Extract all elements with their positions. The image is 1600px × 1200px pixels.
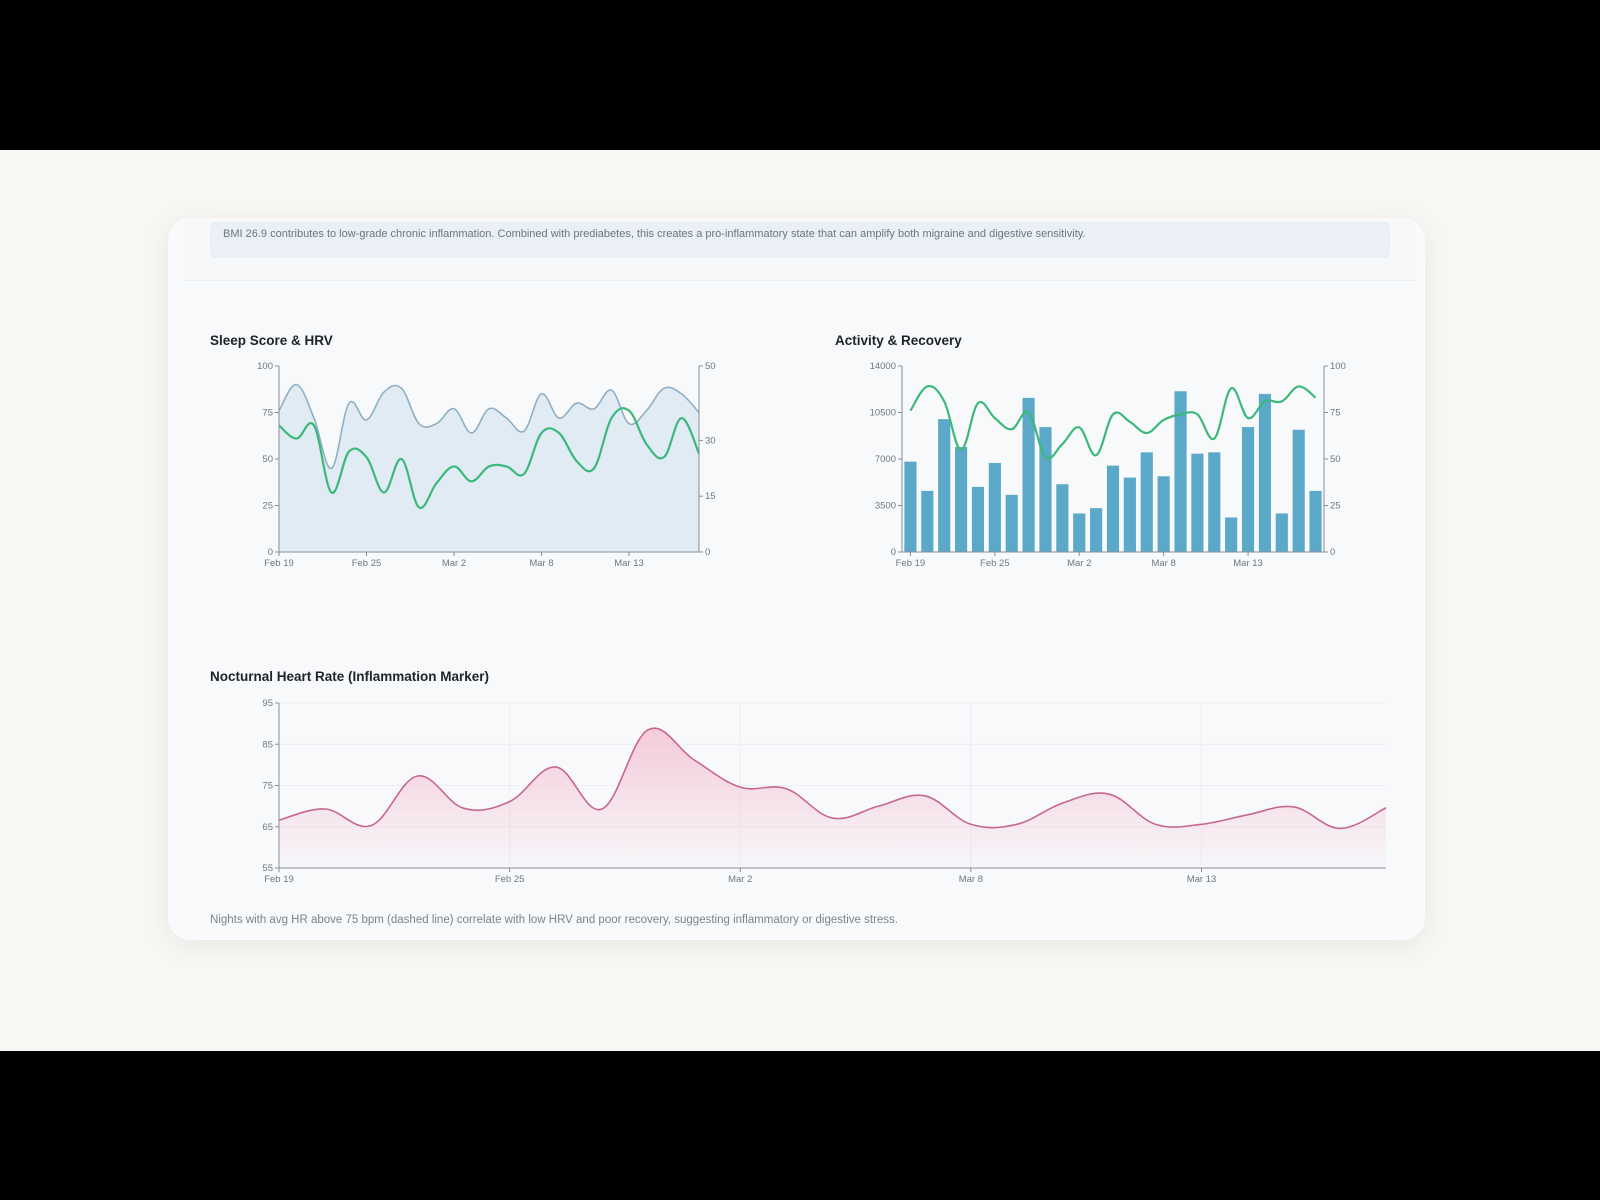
y-tick-label: 100: [257, 361, 273, 372]
y-right-tick-label: 75: [1330, 408, 1341, 419]
y-right-tick-label: 100: [1330, 361, 1346, 372]
steps-bar: [1005, 494, 1018, 552]
y-tick-label: 25: [262, 501, 273, 512]
y-tick-label: 0: [891, 547, 896, 558]
x-tick-label: Feb 19: [896, 558, 926, 569]
y-tick-label: 7000: [875, 454, 896, 465]
y-right-tick-label: 50: [1330, 454, 1341, 465]
x-tick-label: Mar 13: [1233, 558, 1263, 569]
y-tick-label: 3500: [875, 501, 896, 512]
y-right-tick-label: 50: [705, 361, 716, 372]
x-tick-label: Mar 8: [1151, 558, 1175, 569]
y-tick-label: 85: [262, 739, 273, 750]
heart-rate-card: [192, 640, 1414, 936]
heart-rate-area: [279, 728, 1386, 868]
y-tick-label: 75: [262, 408, 273, 419]
steps-bar: [1174, 391, 1187, 552]
heart-rate-chart-title: Nocturnal Heart Rate (Inflammation Marke…: [210, 669, 490, 684]
x-tick-label: Mar 13: [1187, 874, 1217, 885]
steps-bar: [1056, 484, 1069, 552]
steps-bar: [904, 461, 917, 552]
steps-bar: [1241, 427, 1255, 552]
steps-bar: [988, 462, 1001, 552]
steps-bar: [1275, 513, 1288, 552]
x-tick-label: Mar 8: [529, 558, 553, 569]
steps-bar: [938, 419, 951, 552]
x-tick-label: Feb 25: [980, 558, 1010, 569]
steps-bar: [1258, 393, 1271, 552]
y-tick-label: 0: [268, 547, 273, 558]
steps-bar: [1090, 508, 1103, 552]
y-tick-label: 55: [262, 863, 273, 874]
steps-bar: [1106, 465, 1120, 552]
hrv-line: [278, 407, 701, 509]
y-tick-label: 14000: [870, 361, 896, 372]
steps-bar: [1225, 517, 1238, 552]
sleep-chart-title: Sleep Score & HRV: [210, 333, 333, 348]
y-tick-label: 95: [262, 698, 273, 709]
steps-bar: [1157, 476, 1170, 552]
steps-bar: [955, 447, 968, 552]
steps-bar: [1022, 397, 1035, 552]
x-tick-label: Mar 2: [1067, 558, 1091, 569]
y-tick-label: 65: [262, 822, 273, 833]
y-right-tick-label: 0: [1330, 547, 1335, 558]
x-tick-label: Feb 25: [495, 874, 525, 885]
steps-bar: [1309, 490, 1322, 552]
x-tick-label: Mar 2: [728, 874, 752, 885]
steps-bar: [1208, 452, 1221, 552]
note-text: BMI 26.9 contributes to low-grade chroni…: [223, 228, 1086, 240]
y-tick-label: 10500: [870, 408, 896, 419]
steps-bar: [1073, 513, 1086, 552]
y-right-tick-label: 25: [1330, 501, 1341, 512]
heart-rate-line: [278, 727, 1387, 830]
y-tick-label: 50: [262, 454, 273, 465]
steps-bar: [1123, 477, 1136, 552]
sleep-score-line: [278, 383, 700, 470]
letterbox-bottom: [0, 1051, 1600, 1200]
activity-chart-title: Activity & Recovery: [835, 333, 962, 348]
x-tick-label: Mar 2: [442, 558, 466, 569]
sleep-score-area: [279, 384, 699, 552]
letterbox-top: [0, 0, 1600, 150]
steps-bar: [1292, 429, 1305, 552]
x-tick-label: Mar 8: [959, 874, 983, 885]
steps-bar: [921, 490, 934, 552]
x-tick-label: Feb 25: [352, 558, 382, 569]
y-right-tick-label: 0: [705, 547, 710, 558]
x-tick-label: Feb 19: [264, 874, 294, 885]
y-right-tick-label: 30: [705, 435, 716, 446]
recovery-line: [909, 385, 1317, 460]
y-tick-label: 75: [262, 781, 273, 792]
y-right-tick-label: 15: [705, 491, 716, 502]
steps-bar: [1140, 452, 1153, 552]
steps-bar: [1191, 453, 1204, 552]
steps-bar: [971, 486, 985, 552]
heart-rate-footnote: Nights with avg HR above 75 bpm (dashed …: [210, 914, 898, 926]
inflammation-note: BMI 26.9 contributes to low-grade chroni…: [210, 222, 1390, 258]
x-tick-label: Mar 13: [614, 558, 644, 569]
x-tick-label: Feb 19: [264, 558, 294, 569]
